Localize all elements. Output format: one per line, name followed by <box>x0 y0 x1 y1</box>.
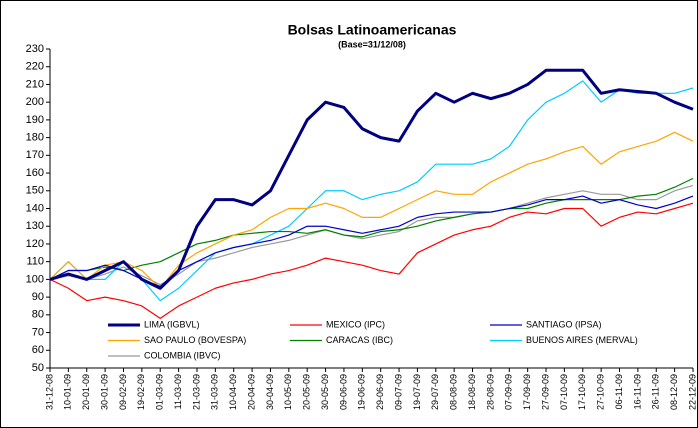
y-tick-label: 120 <box>26 238 44 250</box>
x-tick-label: 30-04-09 <box>265 374 275 410</box>
x-tick-label: 18-08-09 <box>467 374 477 410</box>
x-tick-label: 30-05-09 <box>320 374 330 410</box>
legend-label: MEXICO (IPC) <box>326 319 385 329</box>
x-tick-label: 09-02-09 <box>118 374 128 410</box>
x-tick-label: 08-12-09 <box>669 374 679 410</box>
y-tick-label: 90 <box>32 291 44 303</box>
chart-title: Bolsas Latinoamericanas <box>288 22 457 38</box>
y-tick-label: 140 <box>26 202 44 214</box>
y-tick-label: 180 <box>26 132 44 144</box>
x-tick-label: 08-08-09 <box>449 374 459 410</box>
y-tick-label: 150 <box>26 185 44 197</box>
y-tick-label: 60 <box>32 344 44 356</box>
y-tick-label: 200 <box>26 96 44 108</box>
x-tick-label: 20-04-09 <box>246 374 256 410</box>
legend-label: SANTIAGO (IPSA) <box>526 319 602 329</box>
y-tick-label: 190 <box>26 114 44 126</box>
x-tick-label: 07-09-09 <box>504 374 514 410</box>
y-tick-label: 100 <box>26 273 44 285</box>
series-line <box>49 68 694 290</box>
x-tick-label: 19-06-09 <box>357 374 367 410</box>
x-tick-label: 10-05-09 <box>283 374 293 410</box>
x-tick-label: 16-11-09 <box>632 374 642 409</box>
x-tick-label: 17-09-09 <box>522 374 532 410</box>
series-line <box>49 80 694 302</box>
legend-label: COLOMBIA (IBVC) <box>144 350 221 360</box>
x-tick-label: 10-04-09 <box>228 374 238 410</box>
x-tick-label: 28-08-09 <box>485 374 495 410</box>
x-tick-label: 01-03-09 <box>155 374 165 410</box>
x-tick-label: 06-11-09 <box>614 374 624 409</box>
y-tick-label: 50 <box>32 362 44 374</box>
y-tick-label: 70 <box>32 326 44 338</box>
x-tick-label: 22-12-09 <box>687 374 697 410</box>
x-tick-label: 11-03-09 <box>173 374 183 409</box>
x-tick-label: 29-06-09 <box>375 374 385 410</box>
x-tick-label: 26-11-09 <box>651 374 661 409</box>
chart-subtitle: (Base=31/12/08) <box>338 39 406 49</box>
x-tick-label: 21-03-09 <box>191 374 201 410</box>
y-tick-label: 220 <box>26 61 44 73</box>
x-tick-label: 29-07-09 <box>430 374 440 410</box>
x-tick-label: 10-01-09 <box>63 374 73 410</box>
x-tick-label: 30-01-09 <box>99 374 109 410</box>
y-tick-label: 80 <box>32 309 44 321</box>
series-line <box>49 177 694 280</box>
legend-label: BUENOS AIRES (MERVAL) <box>526 335 638 345</box>
x-tick-label: 31-03-09 <box>210 374 220 410</box>
x-tick-label: 27-10-09 <box>596 374 606 410</box>
y-tick-label: 230 <box>26 43 44 55</box>
series-line <box>49 184 694 286</box>
y-tick-label: 110 <box>26 256 44 268</box>
x-tick-label: 17-10-09 <box>577 374 587 410</box>
x-tick-label: 27-09-09 <box>540 374 550 410</box>
x-tick-label: 09-06-09 <box>338 374 348 410</box>
x-tick-label: 31-12-08 <box>44 374 54 410</box>
y-tick-label: 210 <box>26 78 44 90</box>
x-tick-label: 19-02-09 <box>136 374 146 410</box>
legend-label: SAO PAULO (BOVESPA) <box>144 335 246 345</box>
y-tick-label: 170 <box>26 149 44 161</box>
series-line <box>49 202 694 319</box>
legend-label: CARACAS (IBC) <box>326 335 393 345</box>
x-tick-label: 09-07-09 <box>393 374 403 410</box>
legend: LIMA (IGBVL) MEXICO (IPC) SANTIAGO (IPSA) S… <box>108 319 638 360</box>
y-tick-label: 160 <box>26 167 44 179</box>
x-tick-label: 20-01-09 <box>81 374 91 410</box>
y-tick-label: 130 <box>26 220 44 232</box>
legend-label: LIMA (IGBVL) <box>144 319 200 329</box>
x-tick-label: 19-07-09 <box>412 374 422 410</box>
x-tick-label: 07-10-09 <box>559 374 569 410</box>
x-tick-label: 20-05-09 <box>302 374 312 410</box>
